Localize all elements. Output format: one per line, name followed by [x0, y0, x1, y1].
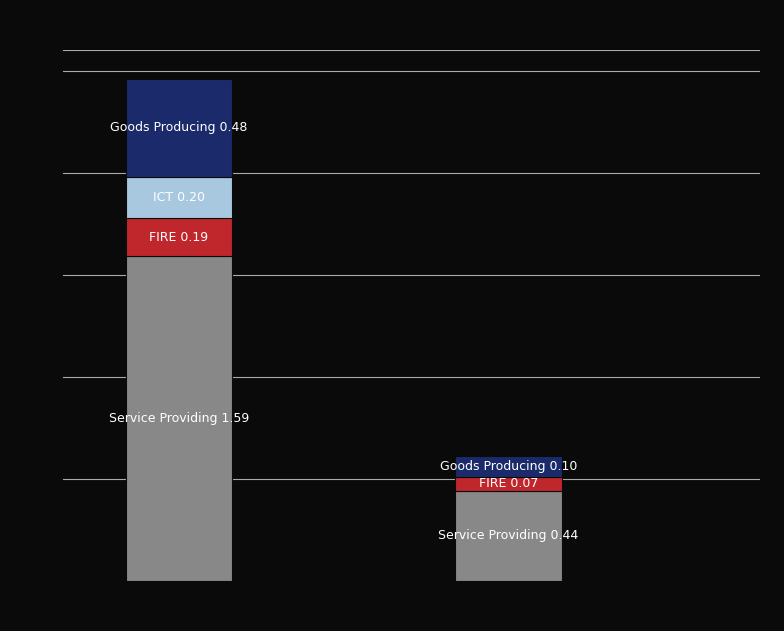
Bar — [125, 256, 232, 581]
Text: Goods Producing 0.48: Goods Producing 0.48 — [111, 121, 248, 134]
Text: Goods Producing 0.10: Goods Producing 0.10 — [440, 460, 577, 473]
Bar — [456, 456, 562, 476]
Text: FIRE 0.07: FIRE 0.07 — [479, 477, 538, 490]
Bar — [125, 218, 232, 256]
Text: Service Providing 1.59: Service Providing 1.59 — [109, 412, 249, 425]
Text: Service Providing 0.44: Service Providing 0.44 — [438, 529, 579, 542]
Bar — [125, 79, 232, 177]
Text: ICT 0.20: ICT 0.20 — [153, 191, 205, 204]
Bar — [456, 491, 562, 581]
Text: FIRE 0.19: FIRE 0.19 — [150, 230, 209, 244]
Bar — [125, 177, 232, 218]
Bar — [456, 476, 562, 491]
